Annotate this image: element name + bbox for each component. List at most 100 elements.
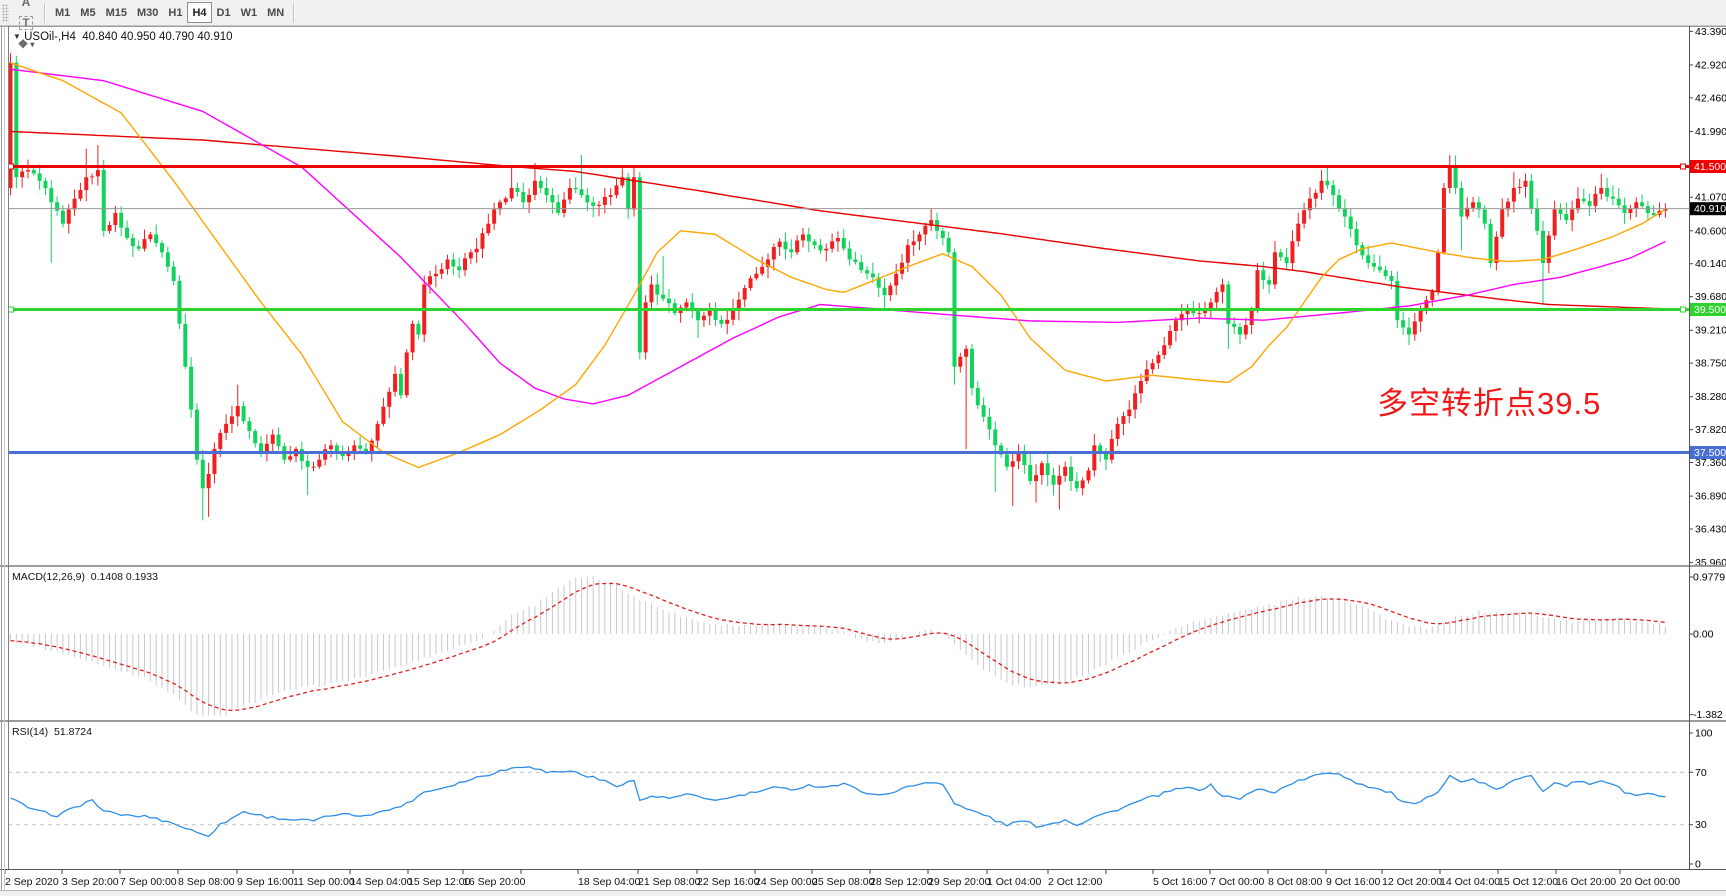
symbol-collapse-icon[interactable]: ▼ — [13, 32, 21, 41]
svg-text:1 Oct 04:00: 1 Oct 04:00 — [987, 876, 1041, 888]
candle — [1086, 470, 1091, 481]
svg-text:9 Sep 16:00: 9 Sep 16:00 — [237, 876, 294, 888]
svg-text:9 Oct 16:00: 9 Oct 16:00 — [1326, 876, 1380, 888]
price-axis: 43.390 42.920 42.460 41.990 41.070 40.600 40.1… — [1689, 26, 1726, 871]
candle — [1645, 206, 1650, 213]
candle — [923, 225, 928, 235]
svg-text:41.070: 41.070 — [1695, 192, 1726, 204]
candle — [142, 239, 147, 249]
candle — [894, 273, 899, 286]
rsi-line — [10, 766, 1666, 838]
candle — [474, 248, 479, 253]
candle — [591, 202, 596, 206]
svg-text:14 Oct 04:00: 14 Oct 04:00 — [1440, 876, 1500, 888]
chart-window[interactable]: 43.390 42.920 42.460 41.990 41.070 40.600 40.1… — [0, 26, 1726, 896]
candle — [1552, 209, 1557, 236]
candle — [579, 189, 584, 196]
candle — [328, 445, 333, 450]
timeframe-mn[interactable]: MN — [262, 2, 289, 23]
candle — [1063, 466, 1068, 476]
arrows-icon[interactable]: ❖ ▾ — [13, 34, 39, 55]
candle — [43, 180, 48, 189]
candle — [1424, 300, 1429, 310]
candle — [433, 273, 438, 277]
svg-text:16 Oct 20:00: 16 Oct 20:00 — [1556, 876, 1616, 888]
candle — [1197, 313, 1202, 315]
timeframe-h1[interactable]: H1 — [163, 2, 187, 23]
candle — [1383, 270, 1388, 277]
candle — [1191, 309, 1196, 314]
candle — [987, 416, 992, 430]
candle — [369, 440, 374, 453]
timeframe-m1[interactable]: M1 — [50, 2, 75, 23]
candle — [224, 423, 229, 433]
candle — [538, 180, 543, 189]
svg-text:0.00: 0.00 — [1693, 629, 1714, 641]
candle — [1203, 308, 1208, 314]
text-label-icon[interactable]: T — [13, 13, 39, 34]
hline-41.5[interactable] — [8, 163, 1726, 170]
bottom-strip — [0, 891, 1726, 896]
candle — [1121, 416, 1126, 424]
candle — [929, 220, 934, 226]
candle — [130, 238, 135, 247]
svg-text:28 Sep 12:00: 28 Sep 12:00 — [870, 876, 933, 888]
timeframe-h4[interactable]: H4 — [187, 2, 212, 23]
svg-text:40.910: 40.910 — [1694, 203, 1726, 215]
text-icon[interactable]: A — [13, 0, 39, 13]
dropdown-caret-icon[interactable]: ▾ — [30, 39, 35, 49]
timeframe-d1[interactable]: D1 — [212, 2, 236, 23]
candle — [410, 323, 415, 353]
price-badge-40.910: 40.910 — [1689, 202, 1726, 216]
candle — [1453, 166, 1458, 188]
ma-magenta — [10, 68, 1666, 405]
timeframe-m15[interactable]: M15 — [101, 2, 132, 23]
candle — [113, 212, 118, 226]
candle — [8, 62, 13, 188]
candle — [760, 266, 765, 274]
candle — [754, 273, 759, 279]
candle — [212, 448, 217, 474]
svg-text:7 Sep 00:00: 7 Sep 00:00 — [120, 876, 177, 888]
candle — [264, 443, 269, 453]
candle — [608, 195, 613, 197]
candle — [1115, 423, 1120, 439]
macd-name: MACD(12,26,9) — [12, 571, 85, 583]
svg-text:36.430: 36.430 — [1695, 524, 1726, 536]
candle — [725, 319, 730, 324]
candle — [492, 209, 497, 224]
candle — [835, 238, 840, 242]
candle — [72, 198, 77, 210]
candle — [299, 448, 304, 462]
macd-signal-line — [10, 582, 1666, 712]
candle — [235, 406, 240, 417]
candle — [888, 285, 893, 296]
candle — [515, 187, 520, 192]
candle — [1022, 452, 1027, 466]
timeframe-m5[interactable]: M5 — [75, 2, 100, 23]
svg-text:8 Sep 08:00: 8 Sep 08:00 — [178, 876, 235, 888]
candle — [993, 429, 998, 446]
timeframe-m30[interactable]: M30 — [132, 2, 163, 23]
svg-text:38.750: 38.750 — [1695, 358, 1726, 370]
toolbar-grip[interactable] — [2, 3, 9, 22]
candle — [1500, 209, 1505, 237]
candle — [503, 198, 508, 203]
candle — [119, 212, 124, 228]
candle — [288, 456, 293, 460]
candle — [1628, 208, 1633, 213]
candle — [713, 309, 718, 320]
candle — [865, 270, 870, 274]
candle — [1232, 323, 1237, 327]
candle — [1447, 166, 1452, 188]
chart-text-annotation[interactable]: 多空转折点39.5 — [1377, 386, 1602, 421]
candle — [620, 177, 625, 186]
svg-text:0.9779: 0.9779 — [1693, 571, 1725, 583]
timeframe-w1[interactable]: W1 — [236, 2, 263, 23]
chart-canvas[interactable]: 43.390 42.920 42.460 41.990 41.070 40.600 40.1… — [0, 26, 1726, 896]
candle — [1074, 481, 1079, 489]
candle — [690, 302, 695, 312]
svg-text:21 Sep 08:00: 21 Sep 08:00 — [638, 876, 701, 888]
candle — [1010, 461, 1015, 467]
candle — [1337, 195, 1342, 209]
